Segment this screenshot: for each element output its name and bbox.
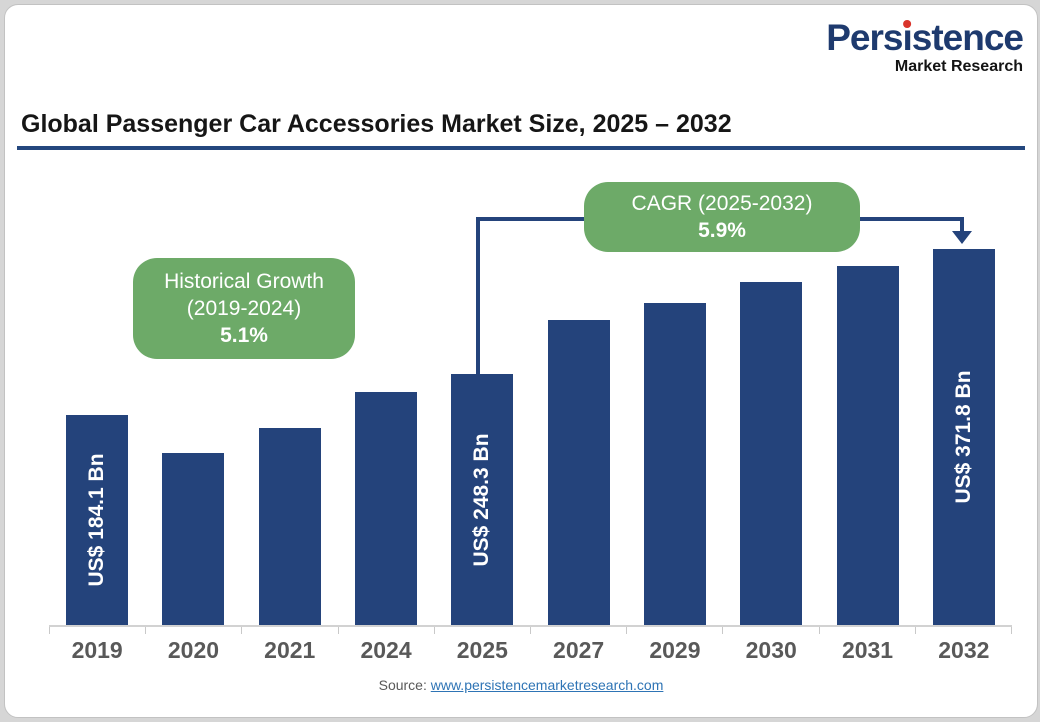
logo: Persıstence Market Research [826,17,1024,75]
bar-2030 [740,282,803,625]
x-axis-tick [241,627,337,634]
x-axis-label-2024: 2024 [360,637,412,663]
cagr-callout: CAGR (2025-2032) 5.9% [584,182,860,252]
x-axis-tick [722,627,818,634]
x-axis-tick [914,627,1011,634]
x-axis-label-2025: 2025 [456,637,508,663]
bar-2024 [355,392,418,625]
bar-2020 [162,453,225,625]
x-axis-tick [433,627,530,634]
x-axis-label-2030: 2030 [745,637,797,663]
x-axis-tick [145,627,241,634]
historical-growth-line1: Historical Growth [164,269,324,293]
cagr-value: 5.9% [698,219,746,242]
cagr-line1: CAGR (2025-2032) [631,191,813,215]
bar-2025: US$ 248.3 Bn [451,374,514,625]
title-underline [17,146,1025,150]
x-axis-label-2029: 2029 [649,637,701,663]
connector-line-to-2032 [960,217,964,233]
logo-subtitle: Market Research [894,58,1023,75]
x-axis-label-2020: 2020 [167,637,220,663]
bar-2032: US$ 371.8 Bn [932,249,995,625]
x-axis-tick [818,627,915,634]
bar-2019: US$ 184.1 Bn [66,415,129,625]
x-axis-labels: 2019 2020 2021 2024 2025 2027 2029 2030 2031 2032 [49,637,1012,664]
bar-value-label-2019: US$ 184.1 Bn [85,453,109,587]
x-axis-label-2032: 2032 [938,637,990,663]
bar-2027 [547,320,610,625]
source-link[interactable]: www.persistencemarketresearch.com [430,677,664,693]
x-axis-ticks [49,627,1012,634]
arrow-down-icon [952,231,972,244]
infographic-card: Persıstence Market Research Global Passe… [4,4,1038,718]
bar-value-label-2025: US$ 248.3 Bn [470,432,494,567]
connector-line-from-2025 [476,217,480,375]
historical-growth-value: 5.1% [220,324,268,348]
source-label: Source: [378,677,427,693]
bar-2021 [258,428,321,625]
plot-area: US$ 184.1 Bn US$ 248.3 Bn US$ 371.8 Bn [49,5,1012,625]
bar-value-label-2032: US$ 371.8 Bn [951,370,975,504]
x-axis-label-2019: 2019 [71,637,123,663]
x-axis-label-2021: 2021 [264,637,316,663]
bar-2029 [643,303,706,625]
page-title: Global Passenger Car Accessories Market … [21,110,732,138]
historical-growth-callout: Historical Growth (2019-2024) 5.1% [133,258,355,359]
logo-red-dot-i: ı [902,17,912,58]
x-axis-tick [530,627,626,634]
historical-growth-line2: (2019-2024) [186,296,302,320]
bar-2031 [836,266,899,625]
x-axis-tick [626,627,722,634]
x-axis-tick [49,627,145,634]
logo-brand-text: Persıstence [826,17,1024,58]
x-axis-label-2027: 2027 [553,637,605,663]
x-axis-label-2031: 2031 [841,637,894,663]
source-line: Source: www.persistencemarketresearch.co… [5,677,1037,693]
x-axis-line [49,625,1012,627]
x-axis-tick [337,627,434,634]
